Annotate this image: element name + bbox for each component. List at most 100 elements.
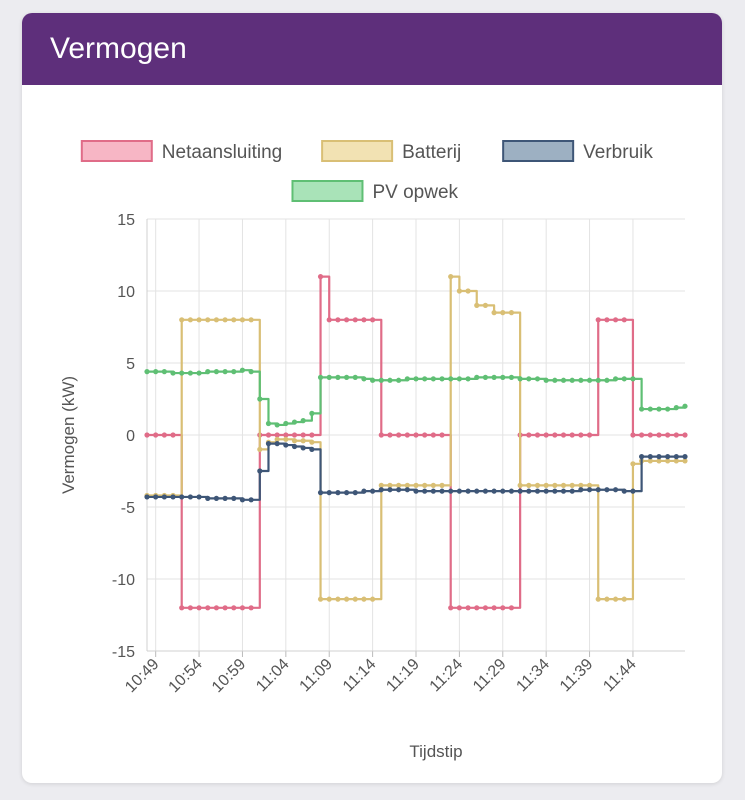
data-point-netaansluiting: [396, 432, 402, 438]
data-point-batterij: [187, 317, 193, 323]
legend-label-verbruik[interactable]: Verbruik: [583, 142, 653, 163]
data-point-pv-opwek: [274, 422, 280, 428]
data-point-netaansluiting: [326, 317, 332, 323]
data-point-batterij: [665, 458, 671, 464]
y-tick-label: -15: [112, 644, 135, 661]
data-point-pv-opwek: [343, 374, 350, 380]
data-point-batterij: [448, 274, 454, 280]
data-point-netaansluiting: [161, 432, 167, 438]
data-point-netaansluiting: [439, 432, 445, 438]
data-point-netaansluiting: [430, 432, 436, 438]
y-tick-label: -10: [112, 572, 135, 589]
data-point-verbruik: [317, 490, 324, 496]
data-point-verbruik: [170, 494, 176, 500]
data-point-batterij: [439, 482, 445, 488]
x-tick-label: 11:19: [383, 656, 423, 696]
data-point-netaansluiting: [283, 432, 289, 438]
data-point-verbruik: [309, 446, 315, 452]
data-point-pv-opwek: [621, 376, 627, 382]
data-point-pv-opwek: [370, 377, 376, 383]
x-tick-label: 11:09: [297, 656, 337, 696]
data-point-batterij: [196, 317, 202, 323]
data-point-netaansluiting: [482, 605, 489, 611]
data-point-verbruik: [274, 441, 280, 447]
data-point-batterij: [179, 317, 185, 323]
data-point-pv-opwek: [300, 418, 306, 424]
data-point-batterij: [343, 596, 350, 602]
data-point-batterij: [309, 439, 315, 445]
data-point-pv-opwek: [595, 377, 601, 383]
data-point-verbruik: [352, 490, 358, 496]
data-point-verbruik: [474, 488, 480, 494]
data-point-pv-opwek: [161, 369, 167, 375]
data-point-pv-opwek: [317, 374, 324, 380]
data-point-pv-opwek: [222, 369, 228, 375]
data-point-verbruik: [257, 468, 263, 474]
data-point-batterij: [387, 482, 393, 488]
data-point-pv-opwek: [560, 377, 567, 383]
data-point-netaansluiting: [639, 432, 645, 438]
y-tick-label: 0: [126, 428, 135, 445]
data-point-netaansluiting: [508, 605, 515, 611]
data-point-verbruik: [196, 494, 202, 500]
data-point-netaansluiting: [647, 432, 653, 438]
data-point-netaansluiting: [491, 605, 497, 611]
data-point-verbruik: [370, 488, 376, 494]
data-point-netaansluiting: [144, 432, 150, 438]
data-point-netaansluiting: [604, 317, 610, 323]
legend-label-pv-opwek[interactable]: PV opwek: [372, 182, 458, 203]
legend-label-batterij[interactable]: Batterij: [402, 142, 461, 163]
data-point-netaansluiting: [413, 432, 419, 438]
data-point-pv-opwek: [326, 374, 332, 380]
legend-swatch-batterij[interactable]: [321, 140, 394, 162]
legend-swatch-verbruik[interactable]: [502, 140, 575, 162]
data-point-netaansluiting: [569, 432, 575, 438]
data-point-verbruik: [560, 488, 567, 494]
data-point-netaansluiting: [656, 432, 662, 438]
data-point-pv-opwek: [647, 406, 653, 412]
data-point-batterij: [205, 317, 211, 323]
data-point-batterij: [335, 596, 341, 602]
data-point-verbruik: [612, 487, 619, 493]
data-point-verbruik: [482, 488, 489, 494]
data-point-pv-opwek: [378, 377, 384, 383]
data-point-netaansluiting: [474, 605, 480, 611]
data-point-verbruik: [604, 487, 610, 493]
data-point-pv-opwek: [543, 377, 549, 383]
data-point-batterij: [673, 458, 679, 464]
data-point-pv-opwek: [396, 377, 402, 383]
y-tick-label: -5: [121, 500, 135, 517]
data-point-netaansluiting: [448, 605, 454, 611]
data-point-netaansluiting: [465, 605, 471, 611]
data-point-netaansluiting: [586, 432, 593, 438]
data-point-pv-opwek: [291, 419, 298, 425]
y-tick-label: 10: [117, 284, 135, 301]
data-point-netaansluiting: [300, 432, 306, 438]
data-point-netaansluiting: [222, 605, 228, 611]
legend-swatch-netaansluiting[interactable]: [80, 140, 153, 162]
data-point-netaansluiting: [309, 432, 315, 438]
data-point-batterij: [213, 317, 220, 323]
legend-swatch-pv-opwek[interactable]: [291, 180, 364, 202]
data-point-batterij: [604, 596, 610, 602]
data-point-verbruik: [222, 495, 228, 501]
data-point-batterij: [370, 596, 376, 602]
data-point-pv-opwek: [196, 370, 202, 376]
data-point-netaansluiting: [352, 317, 358, 323]
data-point-batterij: [352, 596, 358, 602]
data-point-pv-opwek: [213, 369, 220, 375]
legend-label-netaansluiting[interactable]: Netaansluiting: [162, 142, 282, 163]
data-point-batterij: [474, 302, 480, 308]
data-point-verbruik: [586, 487, 593, 493]
data-point-verbruik: [491, 488, 497, 494]
data-point-batterij: [682, 458, 688, 464]
data-point-netaansluiting: [335, 317, 341, 323]
data-point-verbruik: [231, 495, 237, 501]
data-point-batterij: [508, 310, 515, 316]
data-point-batterij: [656, 458, 662, 464]
data-point-netaansluiting: [291, 432, 298, 438]
data-point-verbruik: [448, 488, 454, 494]
data-point-batterij: [300, 438, 306, 444]
data-point-pv-opwek: [413, 376, 419, 382]
